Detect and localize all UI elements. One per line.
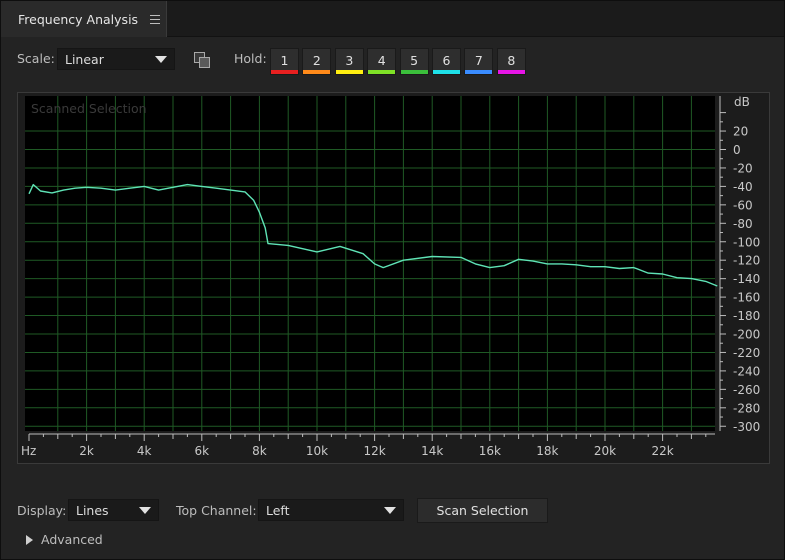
hold-button-8[interactable]: 8 (496, 48, 526, 75)
spectrum-line (28, 183, 718, 287)
hold-button-7[interactable]: 7 (464, 48, 494, 75)
y-axis-unit-label: dB (734, 95, 750, 109)
hold-color-swatch (271, 70, 298, 74)
x-tick-label: 2k (79, 444, 94, 458)
y-tick-label: -300 (733, 420, 760, 434)
x-axis-unit-label: Hz (21, 444, 36, 458)
top-channel-value: Left (266, 502, 290, 518)
scale-label: Scale: (17, 51, 55, 66)
y-tick-label: -240 (733, 364, 760, 378)
hold-color-swatch (497, 70, 525, 74)
chevron-down-icon (384, 507, 396, 514)
scan-selection-label: Scan Selection (436, 503, 529, 518)
y-tick-label: 20 (733, 125, 748, 139)
hold-label: Hold: (234, 51, 267, 66)
x-tick-label: 4k (137, 444, 152, 458)
x-tick-label: 10k (306, 444, 328, 458)
panel-title: Frequency Analysis (18, 11, 139, 27)
y-tick-label: -120 (733, 254, 760, 268)
y-tick-label: -280 (733, 401, 760, 415)
advanced-toggle[interactable]: Advanced (41, 532, 103, 547)
y-tick-label: -160 (733, 291, 760, 305)
panel-menu-icon[interactable] (150, 14, 161, 24)
plot-area[interactable] (25, 96, 715, 431)
hold-button-label: 8 (507, 53, 516, 68)
display-dropdown[interactable]: Lines (68, 499, 159, 521)
x-tick-label: 6k (195, 444, 210, 458)
x-tick-label: 12k (363, 444, 385, 458)
hold-button-2[interactable]: 2 (302, 48, 332, 75)
y-tick-label: -180 (733, 309, 760, 323)
scale-value: Linear (65, 51, 104, 67)
hold-button-6[interactable]: 6 (432, 48, 461, 75)
display-label: Display: (17, 503, 67, 518)
hold-color-swatch (335, 70, 363, 74)
x-tick-label: 14k (421, 444, 443, 458)
x-tick-label: 20k (594, 444, 616, 458)
graph-watermark: Scanned Selection (31, 101, 147, 116)
hold-button-label: 5 (410, 53, 419, 68)
hold-button-label: 2 (312, 53, 321, 68)
y-tick-label: -100 (733, 235, 760, 249)
scan-selection-button[interactable]: Scan Selection (417, 498, 548, 523)
hold-color-swatch (368, 70, 396, 74)
hold-color-swatch (433, 70, 460, 74)
y-tick-label: -140 (733, 272, 760, 286)
top-channel-dropdown[interactable]: Left (258, 499, 404, 521)
hold-button-5[interactable]: 5 (399, 48, 429, 75)
hold-color-swatch (303, 70, 331, 74)
hold-button-4[interactable]: 4 (367, 48, 397, 75)
expand-arrow-icon[interactable] (26, 535, 33, 545)
hold-color-swatch (465, 70, 493, 74)
y-tick-label: -60 (733, 198, 753, 212)
chevron-down-icon (155, 56, 167, 63)
x-tick-label: 22k (651, 444, 673, 458)
y-tick-label: -20 (733, 161, 753, 175)
scale-dropdown[interactable]: Linear (57, 48, 175, 70)
y-tick-label: -80 (733, 217, 753, 231)
x-tick-label: 16k (479, 444, 501, 458)
hold-button-label: 3 (345, 53, 354, 68)
y-tick-label: -200 (733, 328, 760, 342)
panel-tab[interactable]: Frequency Analysis (1, 1, 167, 37)
display-value: Lines (76, 502, 109, 518)
hold-button-label: 1 (280, 53, 289, 68)
frequency-chart: Scanned Selection Hz 2k 4k 6k 8k 10k 12k 14k 16k 1… (21, 95, 760, 458)
hold-button-label: 4 (377, 53, 386, 68)
hold-button-3[interactable]: 3 (334, 48, 364, 75)
y-tick-label: -260 (733, 383, 760, 397)
x-tick-label: 18k (536, 444, 558, 458)
y-tick-label: 0 (733, 143, 741, 157)
top-channel-label: Top Channel: (176, 503, 257, 518)
panel-tab-bar: Frequency Analysis (1, 1, 784, 37)
y-tick-label: -40 (733, 180, 753, 194)
x-tick-label: 8k (252, 444, 267, 458)
chevron-down-icon (139, 507, 151, 514)
hold-button-label: 6 (442, 53, 451, 68)
y-tick-label: -220 (733, 346, 760, 360)
hold-button-label: 7 (474, 53, 483, 68)
copy-graph-icon[interactable] (191, 49, 217, 71)
hold-button-1[interactable]: 1 (270, 48, 299, 75)
hold-color-swatch (400, 70, 428, 74)
